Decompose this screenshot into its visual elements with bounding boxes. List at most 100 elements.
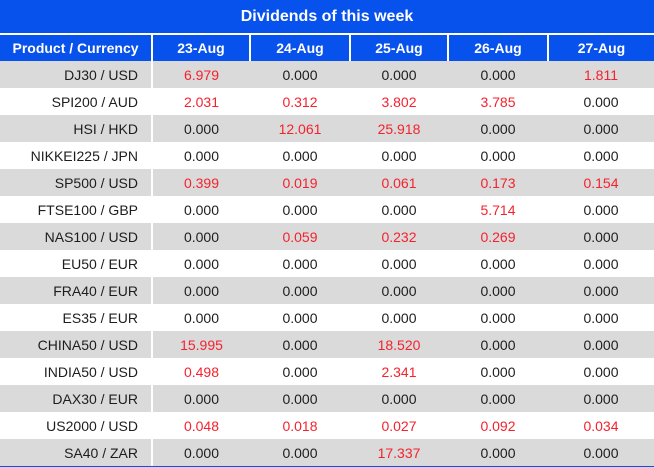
col-header-date: 24-Aug (249, 35, 350, 61)
table-row: DAX30 / EUR 0.000 0.000 0.000 0.000 0.000 (0, 385, 654, 412)
dividend-value-cell: 0.000 (183, 309, 220, 326)
dividend-value-cell: 0.000 (583, 282, 619, 299)
table-row: INDIA50 / USD 0.498 0.000 2.341 0.000 0.000 (0, 358, 654, 385)
dividend-value-cell: 0.000 (583, 120, 619, 137)
dividend-value-cell: 5.714 (480, 201, 516, 218)
dividend-value-cell: 12.061 (278, 120, 322, 137)
dividend-value-cell: 0.000 (381, 255, 417, 272)
product-cell: EU50 / EUR (0, 250, 153, 277)
dividends-table: Product / Currency 23-Aug 24-Aug 25-Aug 26-A… (0, 35, 654, 466)
dividend-value-cell: 0.154 (583, 174, 619, 191)
dividend-value-cell: 0.000 (282, 282, 318, 299)
dividend-value-cell: 0.092 (480, 417, 516, 434)
table-body: DJ30 / USD 6.979 0.000 0.000 0.000 1.811 SPI20… (0, 61, 654, 466)
dividend-value-cell: 0.000 (583, 93, 619, 110)
dividend-value-cell: 0.000 (282, 201, 318, 218)
dividend-value-cell: 0.000 (583, 228, 619, 245)
dividend-value-cell: 0.019 (282, 174, 318, 191)
dividend-value-cell: 0.000 (282, 147, 318, 164)
dividend-value-cell: 0.000 (480, 390, 516, 407)
dividend-value-cell: 0.000 (480, 363, 516, 380)
dividend-value-cell: 0.000 (282, 255, 318, 272)
col-header-date: 26-Aug (447, 35, 548, 61)
product-cell: NIKKEI225 / JPN (0, 142, 153, 169)
table-row: CHINA50 / USD 15.995 0.000 18.520 0.000 0.000 (0, 331, 654, 358)
dividend-value-cell: 0.000 (381, 147, 417, 164)
table-row: SP500 / USD 0.399 0.019 0.061 0.173 0.154 (0, 169, 654, 196)
dividend-value-cell: 0.000 (282, 363, 318, 380)
dividend-value-cell: 0.269 (480, 228, 516, 245)
dividend-value-cell: 0.000 (583, 255, 619, 272)
dividend-value-cell: 0.000 (583, 309, 619, 326)
table-row: NAS100 / USD 0.000 0.059 0.232 0.269 0.000 (0, 223, 654, 250)
dividend-value-cell: 0.000 (480, 336, 516, 353)
dividend-value-cell: 6.979 (183, 66, 220, 83)
dividend-value-cell: 3.802 (381, 93, 417, 110)
page-title: Dividends of this week (0, 0, 654, 33)
dividend-value-cell: 3.785 (480, 93, 516, 110)
product-cell: INDIA50 / USD (0, 358, 153, 385)
product-cell: CHINA50 / USD (0, 331, 153, 358)
dividend-value-cell: 0.498 (183, 363, 220, 380)
dividend-value-cell: 0.000 (183, 444, 220, 461)
col-header-date: 23-Aug (151, 35, 250, 61)
dividend-value-cell: 0.232 (381, 228, 417, 245)
dividend-value-cell: 1.811 (584, 66, 618, 83)
dividend-value-cell: 0.399 (183, 174, 220, 191)
dividend-value-cell: 0.000 (282, 66, 318, 83)
dividend-value-cell: 0.000 (381, 201, 417, 218)
dividend-value-cell: 0.000 (183, 228, 220, 245)
dividend-value-cell: 2.341 (381, 363, 417, 380)
dividend-value-cell: 0.000 (183, 201, 220, 218)
product-cell: DAX30 / EUR (0, 385, 153, 412)
product-cell: SP500 / USD (0, 169, 153, 196)
table-row: FRA40 / EUR 0.000 0.000 0.000 0.000 0.000 (0, 277, 654, 304)
col-header-product-currency: Product / Currency (0, 35, 152, 61)
table-row: HSI / HKD 0.000 12.061 25.918 0.000 0.000 (0, 115, 654, 142)
product-cell: SA40 / ZAR (0, 439, 153, 466)
dividend-value-cell: 15.995 (180, 336, 223, 353)
dividend-value-cell: 0.034 (583, 417, 619, 434)
dividend-value-cell: 0.000 (583, 147, 619, 164)
dividend-value-cell: 0.000 (183, 120, 220, 137)
header-row: Product / Currency 23-Aug 24-Aug 25-Aug 26-A… (0, 35, 654, 61)
dividend-value-cell: 0.059 (282, 228, 318, 245)
table-row: US2000 / USD 0.048 0.018 0.027 0.092 0.034 (0, 412, 654, 439)
product-cell: FTSE100 / GBP (0, 196, 153, 223)
dividend-value-cell: 0.312 (282, 93, 318, 110)
dividend-value-cell: 0.000 (480, 255, 516, 272)
dividend-value-cell: 0.018 (282, 417, 318, 434)
product-cell: DJ30 / USD (0, 61, 153, 88)
dividend-value-cell: 0.000 (480, 309, 516, 326)
dividend-value-cell: 0.000 (282, 309, 318, 326)
dividend-value-cell: 0.027 (381, 417, 417, 434)
product-cell: NAS100 / USD (0, 223, 153, 250)
dividend-value-cell: 0.000 (583, 201, 619, 218)
dividend-value-cell: 0.000 (381, 309, 417, 326)
dividend-value-cell: 0.173 (480, 174, 516, 191)
dividend-value-cell: 0.000 (381, 66, 417, 83)
dividend-value-cell: 0.000 (282, 390, 318, 407)
dividend-value-cell: 0.000 (583, 336, 619, 353)
dividend-value-cell: 0.000 (480, 444, 516, 461)
dividend-value-cell: 0.000 (183, 147, 220, 164)
product-cell: US2000 / USD (0, 412, 153, 439)
product-cell: ES35 / EUR (0, 304, 153, 331)
product-cell: SPI200 / AUD (0, 88, 153, 115)
dividend-value-cell: 0.000 (183, 255, 220, 272)
dividend-value-cell: 0.000 (282, 444, 318, 461)
dividend-value-cell: 0.048 (183, 417, 220, 434)
dividend-value-cell: 0.000 (381, 282, 417, 299)
dividend-value-cell: 0.000 (282, 336, 318, 353)
table-row: SA40 / ZAR 0.000 0.000 17.337 0.000 0.000 (0, 439, 654, 466)
dividend-value-cell: 18.520 (377, 336, 421, 353)
dividend-value-cell: 0.000 (583, 363, 619, 380)
table-row: DJ30 / USD 6.979 0.000 0.000 0.000 1.811 (0, 61, 654, 88)
table-row: FTSE100 / GBP 0.000 0.000 0.000 5.714 0.000 (0, 196, 654, 223)
dividend-value-cell: 0.000 (381, 390, 417, 407)
title-divider (0, 33, 654, 35)
dividend-value-cell: 0.000 (583, 390, 619, 407)
dividend-value-cell: 0.000 (583, 444, 619, 461)
dividend-value-cell: 0.000 (480, 147, 516, 164)
